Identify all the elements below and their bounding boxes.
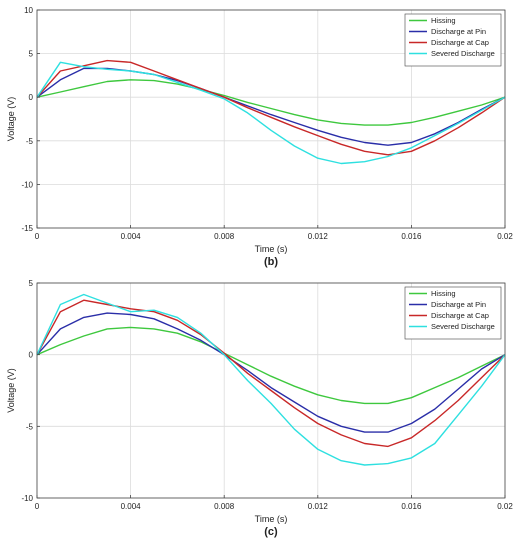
x-tick-label: 0 bbox=[35, 502, 40, 511]
chart-panel-c: 0 0.004 0.008 0.012 0.016 0.02 -10 -5 0 5 Time (s)… bbox=[6, 279, 513, 538]
x-tick-label: 0.004 bbox=[121, 232, 142, 241]
panel-label: (b) bbox=[264, 256, 278, 268]
y-axis-title: Voltage (V) bbox=[6, 368, 16, 413]
y-tick-label: -5 bbox=[26, 137, 34, 146]
y-tick-label: -15 bbox=[21, 224, 33, 233]
series-line-severed-discharge bbox=[36, 293, 506, 466]
x-tick-label: 0 bbox=[35, 232, 40, 241]
y-tick-label: -10 bbox=[21, 180, 33, 189]
y-tick-label: 10 bbox=[24, 6, 33, 15]
series-line-hissing bbox=[36, 79, 506, 126]
y-tick-label: 5 bbox=[29, 50, 34, 59]
legend-box bbox=[404, 286, 502, 340]
legend-label: Severed Discharge bbox=[431, 322, 495, 331]
x-axis-title: Time (s) bbox=[255, 244, 288, 254]
x-tick-label: 0.016 bbox=[401, 232, 422, 241]
y-tick-label: -10 bbox=[21, 494, 33, 503]
x-tick-label: 0.008 bbox=[214, 232, 235, 241]
series-line-discharge-at-pin bbox=[36, 312, 506, 433]
axes-frame bbox=[36, 9, 506, 229]
axes-frame bbox=[36, 282, 506, 499]
legend-label: Discharge at Cap bbox=[431, 38, 489, 47]
x-tick-label: 0.004 bbox=[121, 502, 142, 511]
series-line-severed-discharge bbox=[36, 61, 506, 165]
y-axis-title: Voltage (V) bbox=[6, 97, 16, 142]
legend-label: Discharge at Pin bbox=[431, 300, 486, 309]
legend-label: Discharge at Cap bbox=[431, 311, 489, 320]
legend-label: Hissing bbox=[431, 16, 456, 25]
x-tick-label: 0.008 bbox=[214, 502, 235, 511]
legend-label: Hissing bbox=[431, 289, 456, 298]
y-tick-label: 5 bbox=[29, 279, 34, 288]
series-line-discharge-at-cap bbox=[36, 59, 506, 156]
chart-panel-b: 0 0.004 0.008 0.012 0.016 0.02 -15 -10 -5 0 5 10 Tim… bbox=[6, 6, 513, 268]
y-tick-label: 0 bbox=[29, 351, 34, 360]
series-line-hissing bbox=[36, 326, 506, 405]
legend-box bbox=[404, 13, 502, 67]
y-tick-label: 0 bbox=[29, 93, 34, 102]
x-tick-label: 0.012 bbox=[308, 502, 329, 511]
x-axis-title: Time (s) bbox=[255, 514, 288, 524]
x-tick-label: 0.02 bbox=[497, 502, 513, 511]
x-tick-label: 0.02 bbox=[497, 232, 513, 241]
x-tick-label: 0.016 bbox=[401, 502, 422, 511]
legend-label: Severed Discharge bbox=[431, 49, 495, 58]
legend-label: Discharge at Pin bbox=[431, 27, 486, 36]
panel-label: (c) bbox=[264, 526, 278, 538]
y-tick-label: -5 bbox=[26, 422, 34, 431]
x-tick-label: 0.012 bbox=[308, 232, 329, 241]
